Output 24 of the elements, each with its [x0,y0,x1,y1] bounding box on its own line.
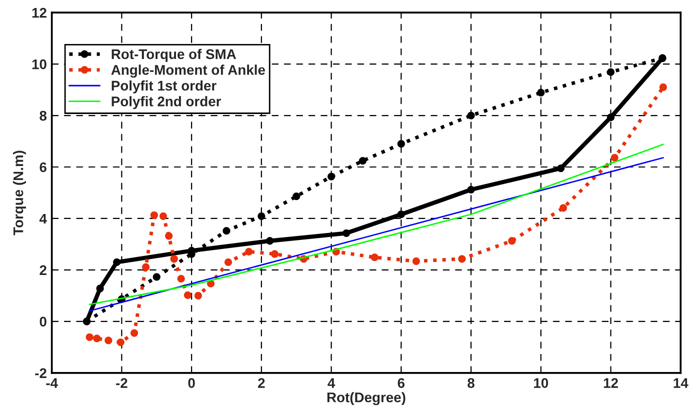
x-tick-label: 8 [468,378,474,388]
y-tick-label: 12 [32,8,46,18]
x-tick-label: 6 [398,378,405,388]
y-tick-label: -2 [35,368,46,378]
legend-label: Angle-Moment of Ankle [111,64,265,78]
x-axis-title: Rot(Degree) [327,392,406,406]
x-tick-label: 12 [604,378,618,388]
legend-label: Rot-Torque of SMA [112,48,236,62]
y-tick-label: 2 [40,265,46,275]
y-tick-label: 0 [40,316,46,327]
legend-label: Polyfit 1st order [112,80,216,94]
x-tick-label: -2 [116,378,128,388]
y-axis-title: Torque (N.m) [13,150,26,236]
x-tick-label: 2 [258,378,265,388]
x-tick-label: 14 [674,378,688,388]
y-tick-label: 8 [40,110,47,121]
x-tick-label: 4 [328,378,336,388]
x-tick-label: 0 [188,378,195,388]
y-tick-label: 10 [32,59,46,70]
x-tick-label: -4 [46,378,58,388]
y-tick-label: 6 [40,162,46,172]
legend-label: Polyfit 2nd order [112,96,222,110]
y-tick-label: 4 [39,214,47,224]
x-tick-label: 10 [534,378,548,388]
